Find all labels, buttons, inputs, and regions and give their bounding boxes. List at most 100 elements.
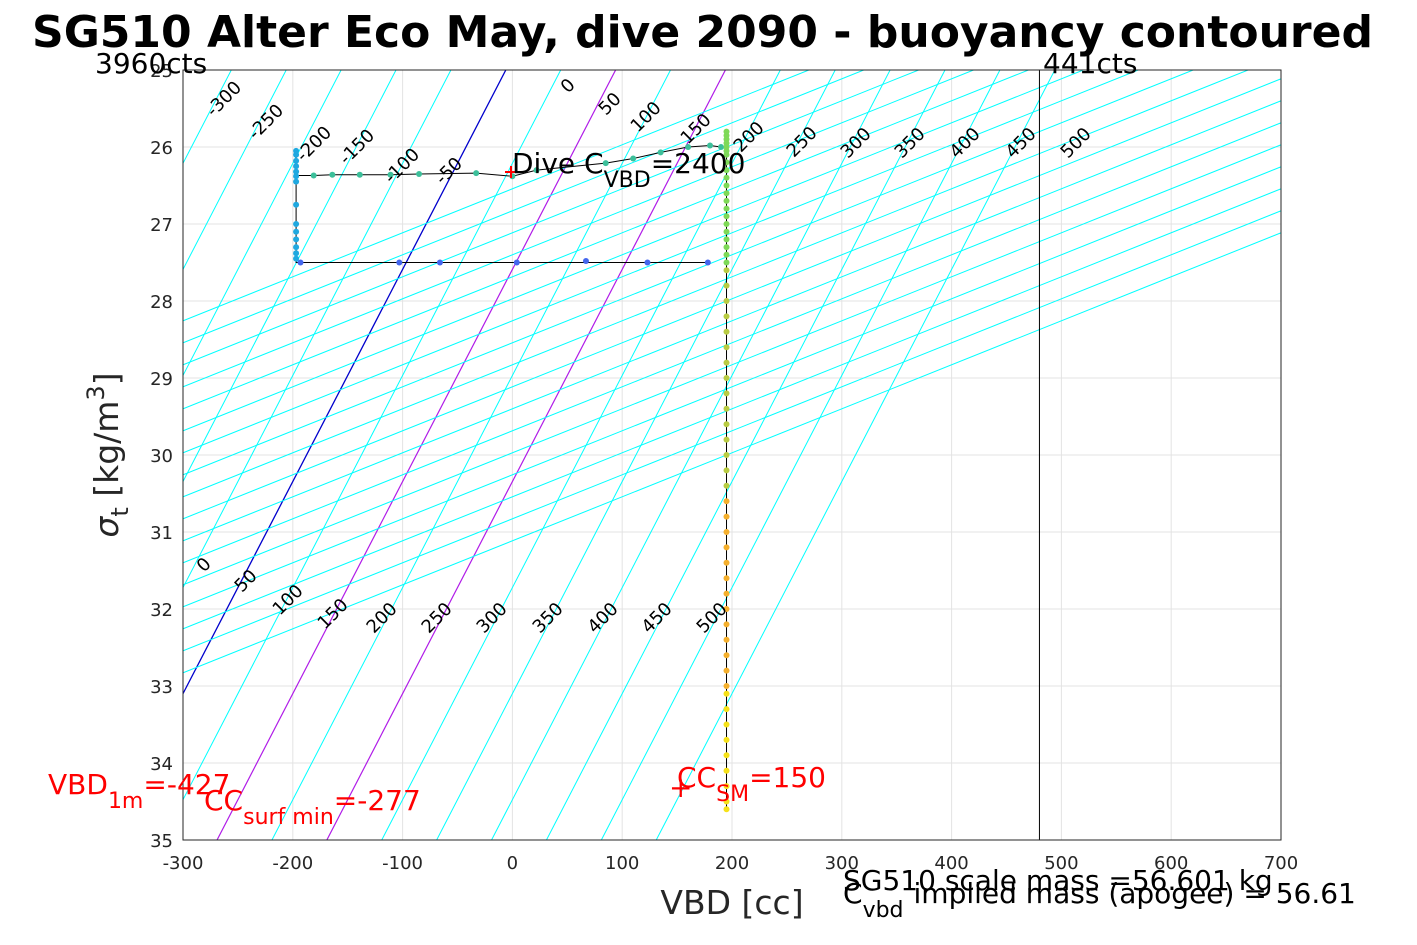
y-tick-label: 32 bbox=[150, 600, 173, 621]
contour-label: 200 bbox=[363, 599, 402, 638]
data-point bbox=[723, 513, 730, 520]
data-point bbox=[293, 163, 300, 170]
data-point bbox=[718, 144, 725, 150]
contour-label: 0 bbox=[557, 75, 580, 98]
data-point bbox=[723, 190, 730, 197]
data-point bbox=[723, 421, 730, 428]
data-point bbox=[723, 798, 730, 805]
data-point bbox=[723, 652, 730, 659]
data-point bbox=[723, 236, 730, 243]
y-tick-label: 30 bbox=[150, 446, 173, 467]
data-point bbox=[723, 405, 730, 412]
data-point bbox=[723, 221, 730, 227]
data-point bbox=[723, 205, 730, 212]
data-point bbox=[293, 168, 300, 175]
y-tick-label: 25 bbox=[150, 61, 173, 82]
data-point bbox=[293, 201, 300, 208]
x-tick-label: 700 bbox=[1264, 853, 1298, 874]
data-point bbox=[723, 452, 730, 458]
contour-line bbox=[183, 70, 507, 696]
data-point bbox=[310, 172, 317, 179]
y-tick-label: 35 bbox=[150, 831, 173, 852]
contour-line bbox=[491, 70, 891, 840]
data-point bbox=[704, 259, 711, 266]
dive-cvbd-label: Dive CVBD=2400 bbox=[512, 147, 745, 193]
contour-label: 250 bbox=[418, 599, 457, 638]
contour-label: 300 bbox=[837, 124, 876, 163]
data-point bbox=[723, 621, 730, 628]
data-point bbox=[533, 167, 540, 174]
contour-line bbox=[183, 70, 864, 344]
contour-label: -200 bbox=[292, 122, 336, 166]
data-point bbox=[657, 149, 664, 156]
x-tick-label: 200 bbox=[715, 853, 749, 874]
data-point bbox=[723, 606, 730, 612]
data-point bbox=[416, 170, 423, 177]
cc-sm-label: CCSM=150 bbox=[677, 761, 826, 807]
data-point bbox=[723, 667, 730, 674]
contour-line bbox=[600, 70, 1001, 840]
contour-label: 500 bbox=[1057, 124, 1096, 163]
data-point bbox=[723, 690, 730, 697]
data-point bbox=[723, 559, 730, 566]
data-point bbox=[723, 359, 730, 366]
data-point bbox=[723, 436, 730, 443]
x-tick-label: 500 bbox=[1044, 853, 1078, 874]
data-point bbox=[723, 498, 730, 505]
contour-label: 100 bbox=[627, 98, 666, 137]
data-point bbox=[723, 282, 730, 289]
grid bbox=[182, 69, 1282, 841]
contour-line bbox=[183, 70, 1029, 410]
contour-line bbox=[183, 70, 1249, 498]
y-tick-label: 28 bbox=[150, 292, 173, 313]
contour-line bbox=[183, 188, 1281, 630]
data-point bbox=[723, 174, 730, 181]
left-count-label: 3960cts bbox=[95, 47, 207, 80]
data-point bbox=[723, 467, 730, 474]
data-point bbox=[436, 259, 443, 266]
data-point bbox=[723, 344, 730, 351]
data-point bbox=[630, 155, 637, 162]
contour-label: 450 bbox=[1002, 124, 1041, 163]
data-point bbox=[723, 244, 730, 251]
contour-line bbox=[183, 144, 1281, 586]
y-tick-labels: 25 26 27 28 29 30 31 32 33 34 35 bbox=[150, 61, 173, 852]
data-point bbox=[513, 259, 520, 266]
data-points bbox=[293, 128, 730, 813]
data-point bbox=[723, 159, 730, 166]
contour-line bbox=[326, 70, 726, 840]
data-point bbox=[473, 170, 480, 177]
y-tick-label: 29 bbox=[150, 369, 173, 390]
x-tick-label: 400 bbox=[934, 853, 968, 874]
contour-label: 400 bbox=[584, 599, 623, 638]
data-point bbox=[723, 736, 730, 743]
contour-line bbox=[381, 70, 781, 840]
data-point bbox=[723, 151, 730, 158]
data-point bbox=[723, 636, 730, 643]
data-point bbox=[723, 575, 730, 582]
contour-line bbox=[216, 70, 617, 840]
data-point bbox=[293, 173, 300, 180]
contour-line bbox=[183, 122, 1281, 564]
contour-line bbox=[183, 70, 810, 322]
x-tick-label: 0 bbox=[507, 853, 518, 874]
y-tick-label: 26 bbox=[150, 138, 173, 159]
implied-mass-label: Cvbdimplied mass (apogee) = 56.61 bbox=[843, 877, 1356, 923]
x-tick-labels: -300 -200 -100 0 100 200 300 400 500 600 700 bbox=[163, 853, 1299, 874]
contour-line bbox=[183, 70, 397, 483]
x-tick-label: 300 bbox=[825, 853, 859, 874]
data-point bbox=[582, 257, 589, 264]
data-point bbox=[723, 375, 730, 381]
contour-line bbox=[183, 210, 1281, 652]
data-point bbox=[723, 390, 730, 397]
dive-marker bbox=[505, 166, 517, 178]
data-point bbox=[723, 767, 730, 774]
contour-label: 350 bbox=[891, 124, 930, 163]
track-line bbox=[295, 144, 728, 810]
y-tick-label: 27 bbox=[150, 215, 173, 236]
data-point bbox=[297, 259, 304, 266]
data-point bbox=[723, 590, 730, 597]
contour-line bbox=[183, 78, 1281, 520]
data-point bbox=[329, 171, 336, 178]
